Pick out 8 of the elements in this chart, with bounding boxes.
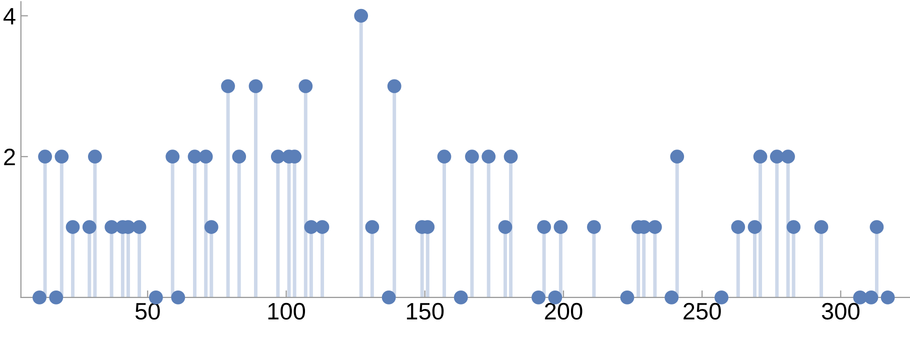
x-tick-label: 300 bbox=[822, 302, 860, 320]
y-tick-label: 2 bbox=[4, 148, 15, 166]
x-tick-label: 50 bbox=[135, 302, 160, 320]
x-tick-label: 250 bbox=[684, 302, 721, 320]
x-tick-label: 200 bbox=[544, 302, 582, 320]
x-tick-label: 100 bbox=[268, 302, 306, 320]
y-tick-label: 4 bbox=[3, 8, 16, 24]
x-tick-label: 150 bbox=[406, 302, 444, 320]
